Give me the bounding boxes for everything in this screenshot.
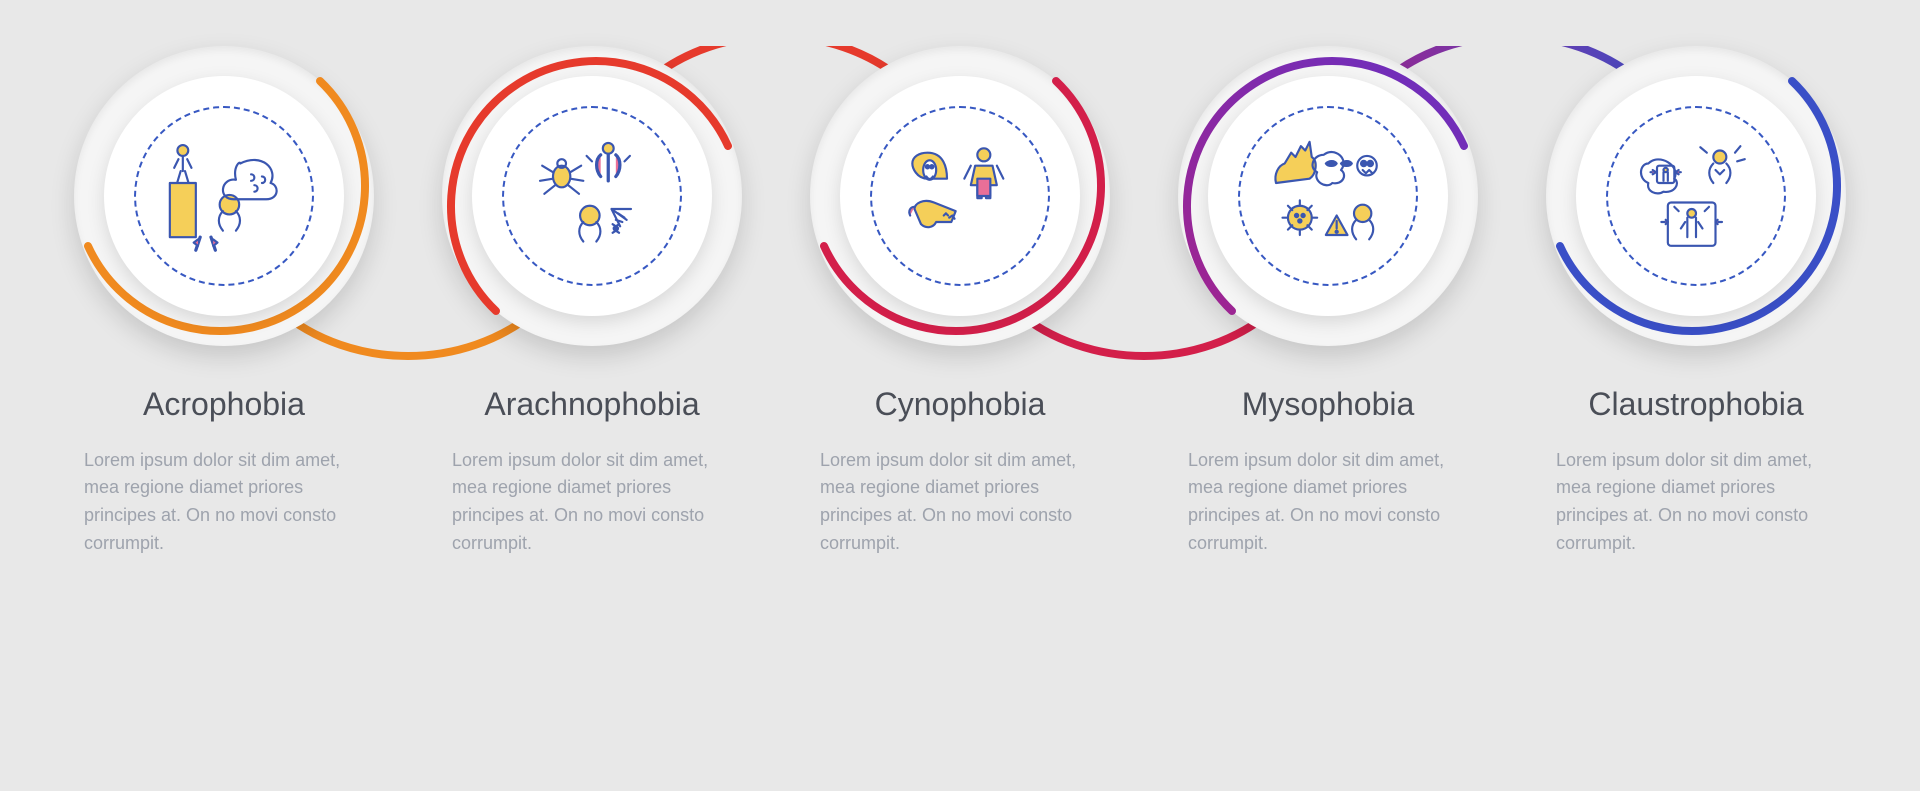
fear-of-dogs-icon xyxy=(870,106,1050,286)
items-row: Acrophobia Lorem ipsum dolor sit dim ame… xyxy=(40,46,1880,559)
phobia-item-claustrophobia: Claustrophobia Lorem ipsum dolor sit dim… xyxy=(1522,46,1870,559)
item-description: Lorem ipsum dolor sit dim amet, mea regi… xyxy=(1556,447,1836,559)
item-title: Claustrophobia xyxy=(1588,386,1803,423)
ring-claustrophobia xyxy=(1546,46,1846,346)
ring-mysophobia xyxy=(1178,46,1478,346)
fear-of-enclosed-spaces-icon xyxy=(1606,106,1786,286)
ring-acrophobia xyxy=(74,46,374,346)
item-title: Acrophobia xyxy=(143,386,305,423)
fear-of-heights-icon xyxy=(134,106,314,286)
item-description: Lorem ipsum dolor sit dim amet, mea regi… xyxy=(1188,447,1468,559)
item-title: Arachnophobia xyxy=(484,386,699,423)
phobia-item-acrophobia: Acrophobia Lorem ipsum dolor sit dim ame… xyxy=(50,46,398,559)
item-description: Lorem ipsum dolor sit dim amet, mea regi… xyxy=(452,447,732,559)
phobia-item-arachnophobia: Arachnophobia Lorem ipsum dolor sit dim … xyxy=(418,46,766,559)
fear-of-germs-icon xyxy=(1238,106,1418,286)
phobia-item-cynophobia: Cynophobia Lorem ipsum dolor sit dim ame… xyxy=(786,46,1134,559)
phobia-item-mysophobia: Mysophobia Lorem ipsum dolor sit dim ame… xyxy=(1154,46,1502,559)
infographic-container: Acrophobia Lorem ipsum dolor sit dim ame… xyxy=(40,46,1880,746)
item-title: Cynophobia xyxy=(875,386,1046,423)
ring-arachnophobia xyxy=(442,46,742,346)
fear-of-spiders-icon xyxy=(502,106,682,286)
item-description: Lorem ipsum dolor sit dim amet, mea regi… xyxy=(820,447,1100,559)
item-description: Lorem ipsum dolor sit dim amet, mea regi… xyxy=(84,447,364,559)
item-title: Mysophobia xyxy=(1242,386,1415,423)
ring-cynophobia xyxy=(810,46,1110,346)
